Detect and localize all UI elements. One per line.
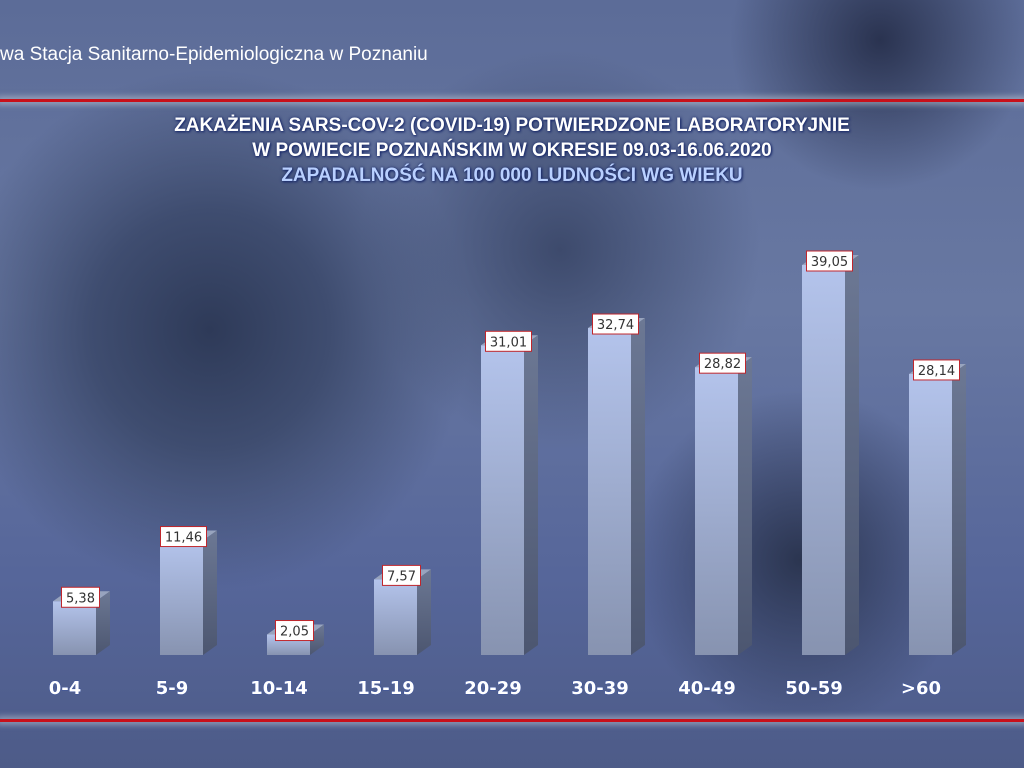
bar-side bbox=[738, 357, 752, 655]
data-label: 7,57 bbox=[387, 569, 416, 584]
category-label: 40-49 bbox=[678, 678, 736, 699]
category-label: 0-4 bbox=[49, 678, 82, 699]
data-label-box bbox=[592, 313, 639, 335]
category-label: 20-29 bbox=[464, 678, 522, 699]
data-label: 2,05 bbox=[280, 625, 309, 640]
data-label-box bbox=[275, 620, 314, 642]
data-label-box bbox=[160, 526, 207, 548]
bar bbox=[909, 373, 952, 655]
bar-side bbox=[203, 530, 217, 655]
bar bbox=[374, 579, 417, 655]
chart-title-block: ZAKAŻENIA SARS-COV-2 (COVID-19) POTWIERD… bbox=[0, 113, 1024, 188]
bar-side bbox=[631, 318, 645, 655]
bar bbox=[481, 345, 524, 655]
chart-title-line2: W POWIECIE POZNAŃSKIM W OKRESIE 09.03-16… bbox=[252, 140, 772, 161]
bar bbox=[53, 601, 96, 655]
data-label: 5,38 bbox=[66, 591, 95, 606]
data-label-box bbox=[913, 359, 960, 381]
bar-side bbox=[524, 335, 538, 655]
bar bbox=[160, 540, 203, 655]
chart-title: ZAKAŻENIA SARS-COV-2 (COVID-19) POTWIERD… bbox=[174, 115, 850, 136]
category-label: 50-59 bbox=[785, 678, 843, 699]
data-label: 28,82 bbox=[704, 357, 741, 372]
data-label: 11,46 bbox=[165, 531, 202, 546]
category-label: >60 bbox=[901, 678, 941, 699]
bar-side bbox=[417, 569, 431, 655]
chart-subtitle: ZAPADALNOŚĆ NA 100 000 LUDNOŚCI WG WIEKU bbox=[281, 165, 743, 186]
bar bbox=[802, 265, 845, 655]
top-divider bbox=[0, 99, 1024, 102]
bar-side bbox=[845, 255, 859, 655]
data-label: 32,74 bbox=[597, 318, 634, 333]
category-label: 30-39 bbox=[571, 678, 629, 699]
bottom-divider bbox=[0, 719, 1024, 722]
data-label-box bbox=[806, 250, 853, 272]
category-label: 10-14 bbox=[250, 678, 308, 699]
data-label: 31,01 bbox=[490, 335, 527, 350]
data-label: 28,14 bbox=[918, 364, 955, 379]
category-label: 15-19 bbox=[357, 678, 415, 699]
bar bbox=[695, 367, 738, 655]
category-label: 5-9 bbox=[156, 678, 189, 699]
organization-header: wa Stacja Sanitarno-Epidemiologiczna w P… bbox=[0, 44, 428, 65]
data-label-box bbox=[382, 564, 421, 586]
data-label-box bbox=[485, 330, 532, 352]
data-label-box bbox=[699, 352, 746, 374]
data-label: 39,05 bbox=[811, 255, 848, 270]
bar bbox=[588, 328, 631, 655]
bar-side bbox=[952, 363, 966, 655]
data-label-box bbox=[61, 586, 100, 608]
